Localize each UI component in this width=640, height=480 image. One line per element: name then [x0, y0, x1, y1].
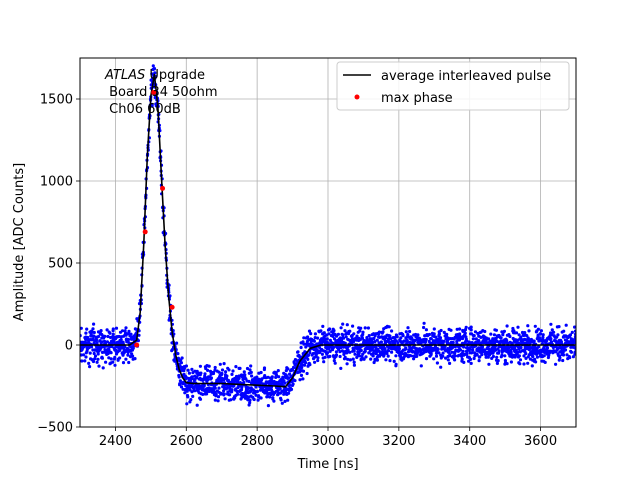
legend-label-max-phase: max phase: [381, 91, 453, 106]
y-tick-label: 500: [48, 257, 73, 272]
max-phase-points: [134, 89, 175, 348]
max-phase-point: [142, 229, 148, 235]
max-phase-point: [151, 89, 157, 95]
svg-text:ATLAS Upgrade: ATLAS Upgrade: [104, 68, 205, 83]
x-tick-label: 3400: [453, 434, 486, 449]
series-lines: [80, 73, 576, 388]
x-tick-label: 2400: [99, 434, 132, 449]
y-tick-label: 0: [65, 339, 73, 354]
max-phase-point: [169, 304, 175, 310]
x-tick-label: 3200: [382, 434, 415, 449]
x-tick-label: 2600: [170, 434, 203, 449]
max-phase-point: [160, 185, 166, 191]
x-tick-label: 3600: [524, 434, 557, 449]
x-axis-label: Time [ns]: [296, 457, 358, 472]
annotation-board: Board 34 50ohm: [105, 85, 218, 100]
annotation-upgrade: Upgrade: [145, 68, 205, 83]
x-tick-label: 2800: [241, 434, 274, 449]
legend-box: [336, 61, 570, 111]
average-pulse-line: [80, 73, 576, 388]
annotation-atlas: ATLAS: [104, 68, 145, 83]
annotation: ATLAS Upgrade Board 34 50ohm Ch06 60dB: [104, 68, 218, 117]
y-ticks: −500 0 500 1000 1500: [37, 93, 80, 436]
legend-point-swatch: [354, 94, 360, 100]
x-tick-label: 3000: [311, 434, 344, 449]
y-tick-label: 1000: [40, 175, 73, 190]
legend-label-average: average interleaved pulse: [381, 69, 551, 84]
y-tick-label: 1500: [40, 93, 73, 108]
y-tick-label: −500: [37, 421, 73, 436]
max-phase-point: [134, 342, 140, 348]
annotation-channel: Ch06 60dB: [105, 102, 181, 117]
y-axis-label: Amplitude [ADC Counts]: [12, 163, 27, 321]
x-ticks: 2400 2600 2800 3000 3200 3400 3600: [99, 427, 557, 449]
legend: average interleaved pulse max phase: [336, 61, 570, 111]
